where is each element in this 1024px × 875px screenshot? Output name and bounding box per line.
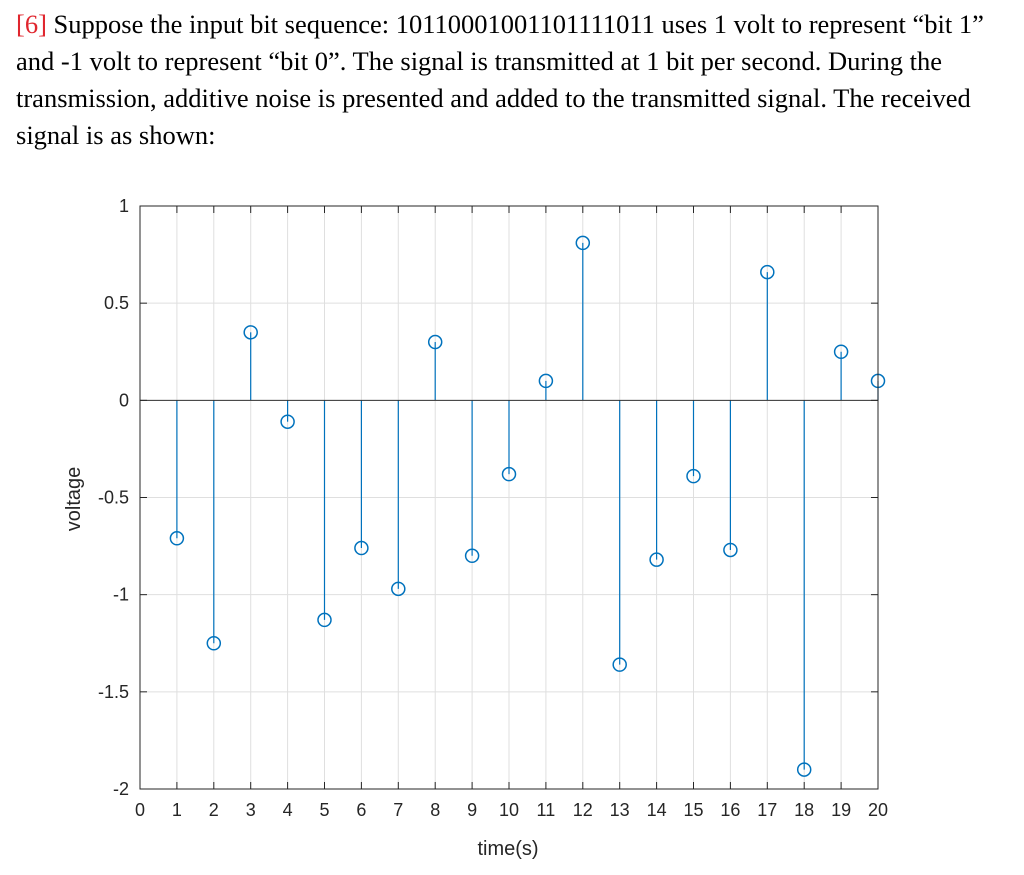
x-tick-label: 6: [356, 800, 366, 820]
x-tick-label: 5: [319, 800, 329, 820]
stem-marker: [501, 466, 517, 482]
x-tick-label: 15: [683, 800, 703, 820]
x-tick-label: 11: [537, 800, 556, 820]
stem-marker: [723, 542, 738, 558]
x-tick-label: 19: [831, 800, 851, 820]
stem-marker: [464, 548, 480, 564]
stem-marker: [760, 264, 775, 280]
stem-marker: [649, 552, 664, 567]
x-tick-labels: 0 1 2 3 4 5 6 7 8 9 10 11 12 13 14 15 16 17 18 19 20: [135, 800, 888, 820]
stem-marker: [538, 373, 554, 389]
stem-marker: [833, 344, 849, 359]
x-tick-label: 0: [135, 800, 145, 820]
chart-markers: [169, 235, 886, 777]
x-tick-label: 3: [246, 800, 256, 820]
stem-marker: [243, 325, 258, 340]
stem-marker: [280, 414, 295, 429]
y-tick-label: -2: [113, 779, 129, 799]
question-text: [6] Suppose the input bit sequence: 1011…: [16, 6, 1011, 154]
axes-frame: [139, 205, 879, 790]
y-tick-label: -1.5: [98, 682, 129, 702]
x-tick-label: 4: [283, 800, 293, 820]
x-tick-label: 20: [868, 800, 888, 820]
x-tick-label: 17: [757, 800, 777, 820]
y-tick-label: 0.5: [104, 293, 129, 313]
x-tick-label: 12: [573, 800, 593, 820]
stem-marker: [796, 762, 812, 777]
stem-marker: [575, 235, 591, 251]
stem-marker: [206, 636, 222, 651]
stem-marker: [391, 581, 406, 597]
x-tick-label: 7: [393, 800, 403, 820]
question-number: [6]: [16, 9, 47, 39]
x-tick-label: 18: [794, 800, 814, 820]
x-tick-label: 13: [610, 800, 630, 820]
grid-lines: [139, 205, 879, 790]
y-tick-label: 0: [119, 390, 129, 410]
x-tick-label: 14: [647, 800, 667, 820]
stem-marker: [317, 612, 332, 628]
x-tick-label: 2: [209, 800, 219, 820]
x-tick-label: 8: [430, 800, 440, 820]
y-tick-labels: -2 -1.5 -1 -0.5 0 0.5 1: [98, 196, 129, 799]
stem-marker: [612, 657, 627, 672]
stem-marker: [169, 531, 185, 546]
y-tick-label: -0.5: [98, 488, 129, 508]
x-tick-label: 9: [467, 800, 477, 820]
y-axis-label: voltage: [63, 467, 85, 532]
x-tick-label: 1: [172, 800, 182, 820]
y-tick-label: -1: [113, 585, 129, 605]
chart-stems: [176, 242, 879, 770]
x-axis-label: time(s): [477, 838, 538, 860]
y-tick-label: 1: [119, 196, 129, 216]
x-tick-label: 10: [499, 800, 519, 820]
stem-marker: [354, 540, 369, 556]
x-tick-label: 16: [720, 800, 740, 820]
stem-marker: [686, 468, 701, 484]
question-body: Suppose the input bit sequence: 10110001…: [16, 9, 984, 150]
stem-marker: [427, 334, 443, 350]
